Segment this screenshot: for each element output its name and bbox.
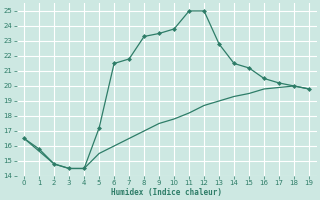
X-axis label: Humidex (Indice chaleur): Humidex (Indice chaleur) <box>111 188 222 197</box>
